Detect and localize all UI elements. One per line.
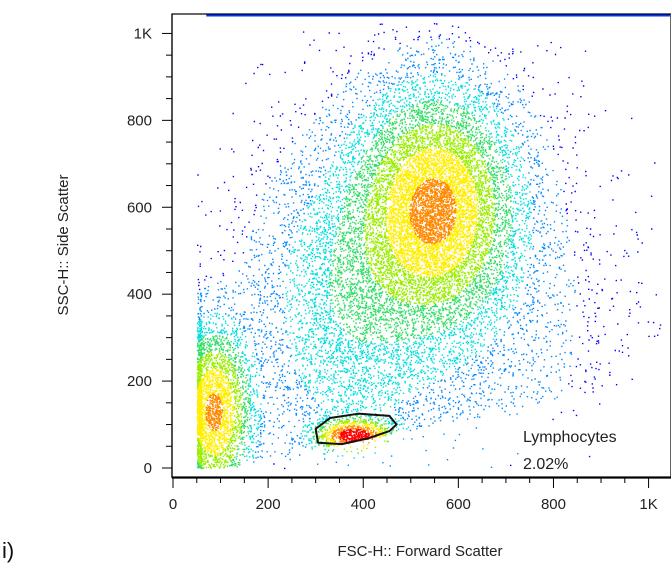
panel-label: i) <box>2 538 15 563</box>
gate-percent-label: 2.02% <box>523 456 568 473</box>
x-tick-label: 600 <box>446 496 471 513</box>
y-tick-label: 1K <box>134 25 152 42</box>
x-axis-title: FSC-H:: Forward Scatter <box>337 543 502 560</box>
density-dots-level-5 <box>196 147 479 456</box>
density-dots-level-3 <box>196 100 513 470</box>
y-tick-label: 600 <box>127 199 152 216</box>
density-dots <box>196 14 670 470</box>
saturated-events-top <box>206 14 670 17</box>
x-tick-label: 200 <box>256 496 281 513</box>
y-axis-title: SSC-H:: Side Scatter <box>55 175 72 316</box>
y-tick-label: 800 <box>127 112 152 129</box>
y-tick-label: 0 <box>144 460 152 477</box>
gate-layer: Lymphocytes 2.02% <box>314 412 617 473</box>
x-axis: 0 200 400 600 800 1K <box>169 477 671 513</box>
density-dots-level-2 <box>196 73 533 461</box>
x-tick-label: 1K <box>639 496 657 513</box>
x-tick-label: 400 <box>351 496 376 513</box>
y-tick-label: 400 <box>127 286 152 303</box>
y-tick-label: 200 <box>127 373 152 390</box>
x-tick-label: 800 <box>541 496 566 513</box>
density-dots-level-6 <box>205 178 457 445</box>
gate-name-label: Lymphocytes <box>523 429 617 446</box>
density-dots-level-4 <box>196 123 496 470</box>
y-axis: 0 200 400 600 800 1K <box>127 14 173 478</box>
lymphocytes-gate[interactable] <box>314 412 398 446</box>
x-tick-label: 0 <box>169 496 177 513</box>
